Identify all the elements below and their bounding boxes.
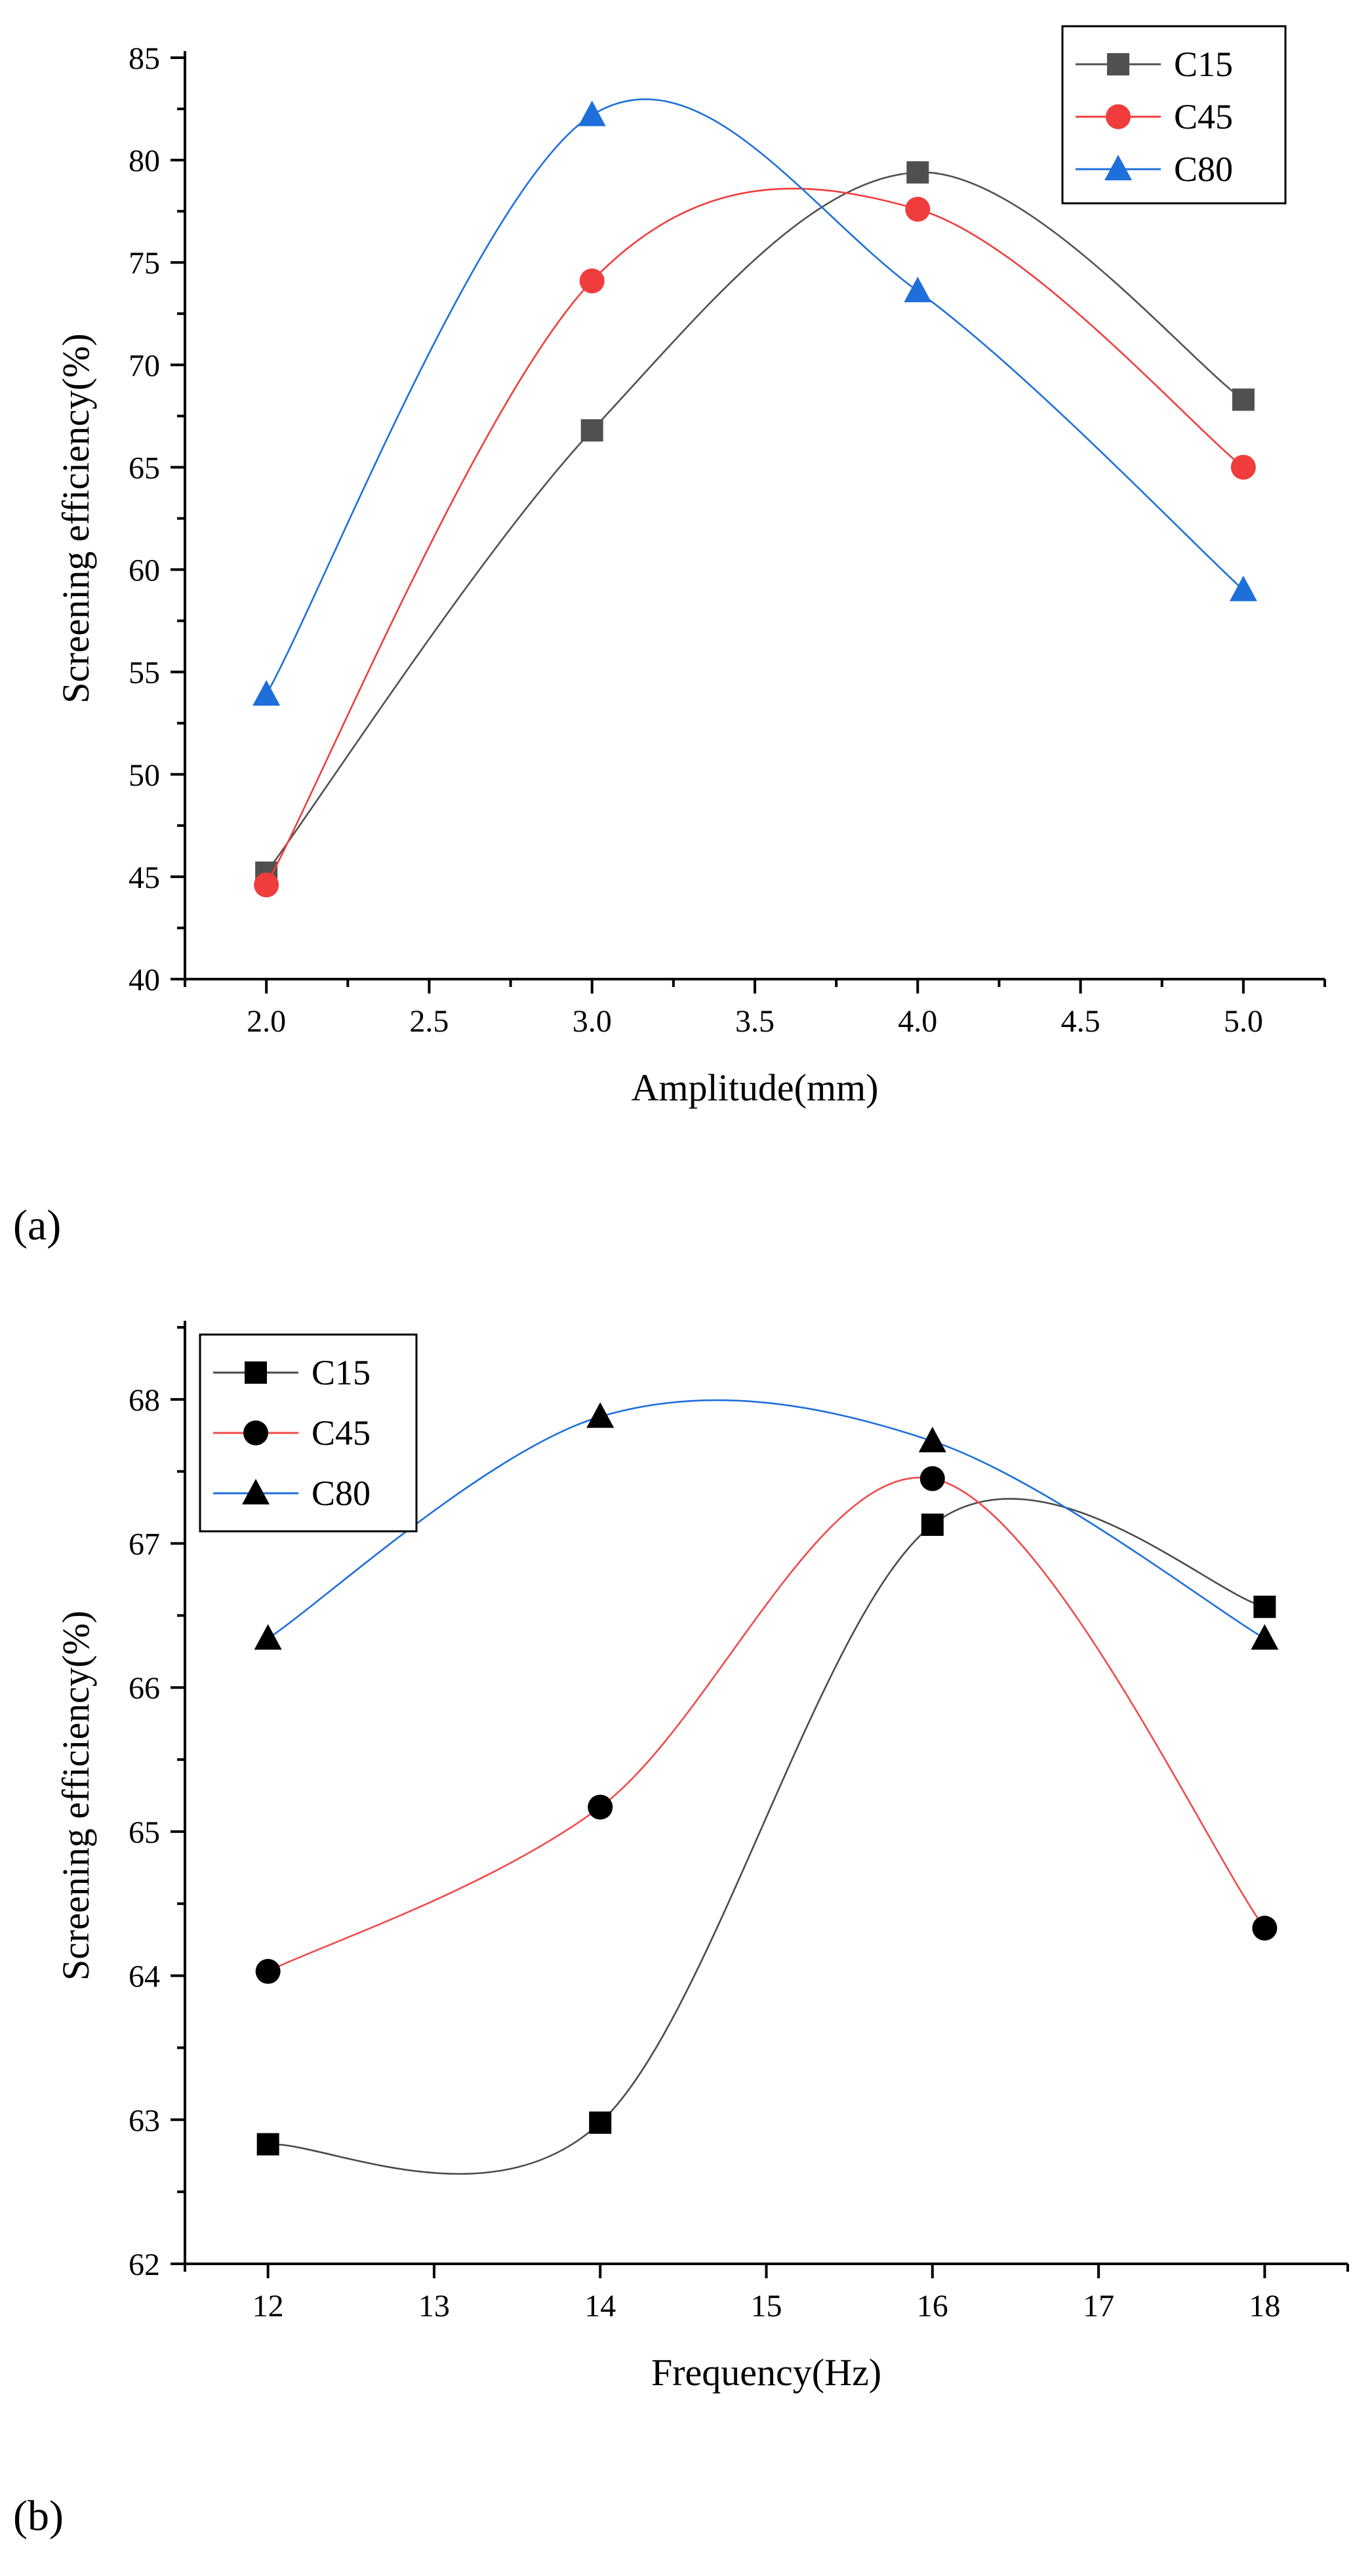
x-axis-title: Amplitude(mm)	[632, 1066, 879, 1109]
y-tick-label: 63	[129, 2103, 160, 2138]
legend-marker	[1106, 104, 1131, 129]
data-point-c45	[1230, 454, 1256, 480]
x-tick-label: 4.0	[898, 1004, 937, 1039]
y-tick-label: 50	[129, 758, 160, 793]
data-point-c15	[580, 419, 603, 442]
chart-panel-b: 12 13 14 15 16 17 18 62 63 64 65 66 67 68 Frequency(Hz…	[13, 1321, 1349, 2540]
x-tick-label: 12	[252, 2289, 284, 2324]
data-point-c15	[906, 161, 929, 184]
series-line-c45	[268, 1476, 1266, 1973]
y-tick-label: 70	[129, 348, 160, 383]
y-axis-title: Screening efficiency(%)	[54, 1611, 97, 1981]
x-axis-title: Frequency(Hz)	[651, 2351, 881, 2394]
data-point-c80	[918, 1426, 946, 1453]
x-tick-label: 17	[1083, 2289, 1114, 2324]
y-tick-label: 66	[129, 1671, 160, 1706]
legend-marker	[245, 1361, 267, 1384]
x-tick-label: 13	[418, 2289, 450, 2324]
data-point-c45	[905, 197, 931, 222]
y-tick-label: 64	[129, 1960, 160, 1994]
y-axis-title: Screening efficiency(%)	[54, 333, 97, 703]
legend-marker	[1104, 155, 1132, 180]
data-point-c15	[589, 2111, 612, 2134]
y-tick-label: 45	[129, 860, 160, 895]
x-tick-label: 5.0	[1224, 1004, 1263, 1039]
y-tick-label: 62	[129, 2247, 160, 2282]
legend: C15 C45 C80	[1061, 25, 1287, 205]
data-point-c80	[586, 1402, 615, 1428]
panel-label: (b)	[13, 2492, 64, 2540]
data-point-c80	[904, 276, 932, 302]
y-tick-label: 67	[129, 1527, 160, 1562]
x-tick-label: 15	[751, 2289, 782, 2324]
data-point-c80	[1229, 575, 1257, 601]
legend-marker	[242, 1479, 270, 1504]
legend: C15 C45 C80	[199, 1333, 418, 1533]
chart-panel-a: 2.0 2.5 3.0 3.5 4.0 4.5 5.0 40 45 50 55 60 65 70 75 80 8…	[13, 25, 1326, 1249]
x-tick-label: 14	[584, 2289, 616, 2324]
series-line-c80	[266, 98, 1244, 695]
x-tick-label: 18	[1249, 2289, 1280, 2324]
legend-marker	[1107, 53, 1129, 75]
x-tick-label: 3.5	[735, 1004, 775, 1039]
y-tick-label: 55	[129, 656, 160, 691]
x-tick-label: 16	[917, 2289, 948, 2324]
y-tick-label: 85	[129, 41, 160, 76]
x-tick-label: 2.5	[409, 1004, 449, 1039]
data-point-c45	[919, 1466, 945, 1491]
y-tick-label: 65	[129, 451, 160, 485]
y-tick-label: 65	[129, 1815, 160, 1850]
legend-label: C45	[312, 1413, 371, 1453]
data-point-c45	[579, 268, 605, 294]
y-tick-label: 60	[129, 553, 160, 588]
legend-label: C80	[312, 1474, 371, 1513]
y-tick-label: 80	[129, 144, 160, 178]
series-line-c15	[268, 1498, 1265, 2175]
data-point-c80	[578, 100, 606, 127]
legend-label: C15	[312, 1353, 371, 1392]
data-point-c15	[921, 1513, 944, 1536]
data-point-c80	[252, 680, 281, 706]
series-line-c15	[266, 171, 1244, 874]
legend-label: C45	[1174, 97, 1233, 136]
data-point-c80	[254, 1624, 282, 1650]
legend-marker	[243, 1420, 268, 1445]
x-tick-label: 2.0	[247, 1004, 286, 1039]
y-tick-label: 68	[129, 1383, 160, 1418]
data-point-c15	[256, 2133, 279, 2156]
x-tick-label: 4.5	[1061, 1004, 1100, 1039]
panel-label: (a)	[13, 1201, 61, 1249]
data-point-c45	[254, 872, 279, 898]
data-point-c15	[1232, 388, 1255, 411]
legend-frame	[1061, 25, 1287, 205]
data-point-c45	[1252, 1916, 1278, 1941]
series-line-c80	[267, 1399, 1266, 1640]
data-point-c80	[1251, 1624, 1279, 1650]
legend-label: C80	[1174, 150, 1233, 189]
data-point-c45	[588, 1794, 613, 1820]
data-point-c15	[1253, 1596, 1276, 1619]
legend-label: C15	[1174, 45, 1233, 84]
x-tick-label: 3.0	[573, 1004, 612, 1039]
y-tick-label: 75	[129, 246, 160, 281]
series-line-c45	[265, 188, 1244, 885]
data-point-c45	[255, 1959, 281, 1984]
y-tick-label: 40	[129, 963, 160, 997]
